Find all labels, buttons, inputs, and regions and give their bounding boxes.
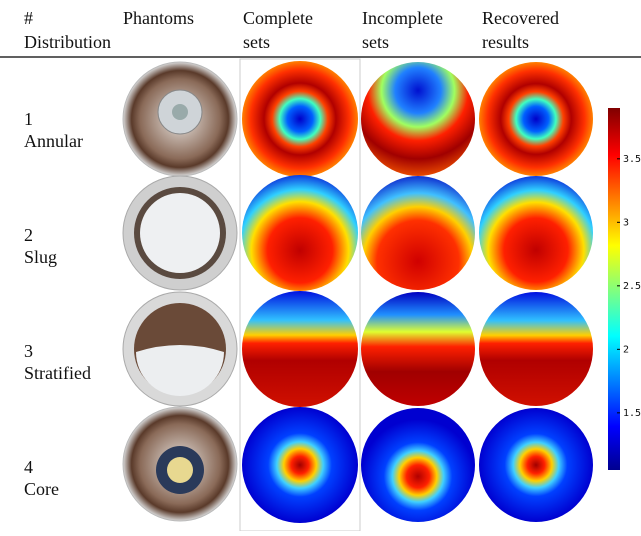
colorbar-tick-label: 1.5 — [623, 408, 641, 419]
row-number: 1 — [24, 109, 33, 129]
row-distribution: Stratified — [24, 363, 91, 383]
colorbar-tick-label: 3 — [623, 217, 629, 228]
row-number: 4 — [24, 457, 33, 477]
colorbar — [608, 108, 620, 470]
header-text: Distribution — [24, 32, 111, 52]
header-text: Recovered — [482, 8, 559, 28]
header: # Distribution Phantoms Complete sets Incompl… — [24, 8, 559, 52]
header-text: sets — [362, 32, 389, 52]
header-text: results — [482, 32, 529, 52]
header-text: Phantoms — [123, 8, 194, 28]
row-distribution: Core — [24, 479, 59, 499]
header-text: Complete — [243, 8, 313, 28]
figure: # Distribution Phantoms Complete sets Incompl… — [0, 0, 641, 531]
colorbar-tick-label: 2 — [623, 344, 629, 355]
row-distribution: Slug — [24, 247, 57, 267]
row-distribution: Annular — [24, 131, 83, 151]
colorbar-tick-label: 3.5 — [623, 154, 641, 165]
row-number: 2 — [24, 225, 33, 245]
colorbar-tick-label: 2.5 — [623, 281, 641, 292]
header-text: Incomplete — [362, 8, 443, 28]
heatmaps — [240, 59, 593, 531]
row-number: 3 — [24, 341, 33, 361]
header-text: sets — [243, 32, 270, 52]
colorbar-ticks: 1.5 2 2.5 3 3.5 — [617, 154, 641, 419]
header-text: # — [24, 8, 33, 28]
phantom-images — [123, 62, 237, 521]
